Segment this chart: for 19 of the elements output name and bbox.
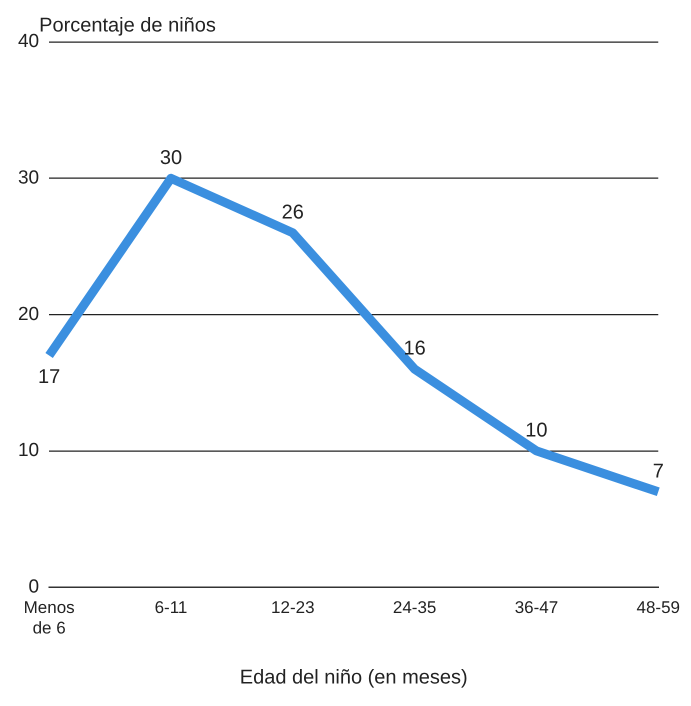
y-tick-label: 0	[28, 576, 40, 598]
y-tick-label: 10	[18, 440, 40, 462]
x-tick-label: 6-11	[154, 598, 188, 618]
data-label: 17	[38, 366, 60, 388]
data-label: 10	[525, 419, 548, 442]
y-tick-label: 20	[18, 304, 40, 325]
x-axis-title: Edad del niño (en meses)	[240, 666, 468, 689]
x-tick-label: Menos de 6	[24, 598, 75, 638]
data-label: 30	[160, 146, 182, 169]
x-tick-label: 24-35	[392, 598, 436, 618]
y-tick-label: 40	[18, 31, 40, 52]
data-label: 26	[282, 201, 304, 224]
data-label: 16	[403, 338, 426, 360]
x-tick-label: 36-47	[514, 598, 558, 618]
y-tick-label: 30	[18, 168, 40, 189]
data-label: 7	[652, 460, 664, 482]
y-axis-title: Porcentaje de niños	[39, 14, 216, 37]
x-tick-label: 48-59	[636, 598, 680, 618]
x-tick-label: 12-23	[271, 598, 315, 618]
